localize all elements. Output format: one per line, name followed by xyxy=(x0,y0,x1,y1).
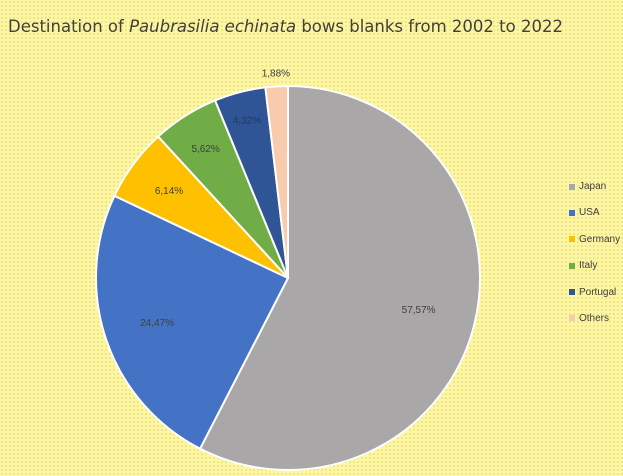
legend-swatch-usa xyxy=(569,209,575,216)
legend: Japan USA Germany Italy Portugal Others xyxy=(569,180,620,338)
data-label-italy: 5,62% xyxy=(191,144,219,155)
legend-label-germany: Germany xyxy=(579,233,621,245)
data-label-others: 1,88% xyxy=(262,68,290,79)
legend-item-others: Others xyxy=(569,312,620,325)
data-label-japan: 57,57% xyxy=(402,305,436,316)
legend-swatch-italy xyxy=(569,262,575,269)
legend-item-japan: Japan xyxy=(569,180,620,193)
chart-title-suffix: bows blanks from 2002 to 2022 xyxy=(296,17,563,36)
legend-item-portugal: Portugal xyxy=(569,286,620,299)
legend-item-usa: USA xyxy=(569,206,620,219)
data-label-usa: 24,47% xyxy=(140,318,174,329)
data-label-portugal: 4,32% xyxy=(233,116,261,127)
pie-data-labels: 57,57% 24,47% 6,14% 5,62% 4,32% 1,88% xyxy=(140,68,436,328)
legend-label-others: Others xyxy=(579,312,610,324)
pie-slice-others xyxy=(264,84,289,279)
pie-slices xyxy=(95,84,481,471)
pie-slice-japan xyxy=(198,84,481,471)
chart-title-species: Paubrasilia echinata xyxy=(129,17,297,36)
legend-swatch-germany xyxy=(569,236,575,243)
legend-label-italy: Italy xyxy=(579,260,598,272)
chart-title: Destination of Paubrasilia echinata bows… xyxy=(8,17,563,36)
data-label-germany: 6,14% xyxy=(155,186,183,197)
legend-swatch-portugal xyxy=(569,289,575,296)
legend-label-portugal: Portugal xyxy=(579,286,617,298)
legend-item-germany: Germany xyxy=(569,233,620,246)
chart-title-prefix: Destination of xyxy=(8,17,130,36)
legend-label-japan: Japan xyxy=(579,181,607,192)
legend-swatch-others xyxy=(569,315,575,322)
pie-slice-usa xyxy=(95,194,290,451)
legend-label-usa: USA xyxy=(579,207,600,219)
legend-item-italy: Italy xyxy=(569,259,620,272)
legend-swatch-japan xyxy=(569,183,575,190)
